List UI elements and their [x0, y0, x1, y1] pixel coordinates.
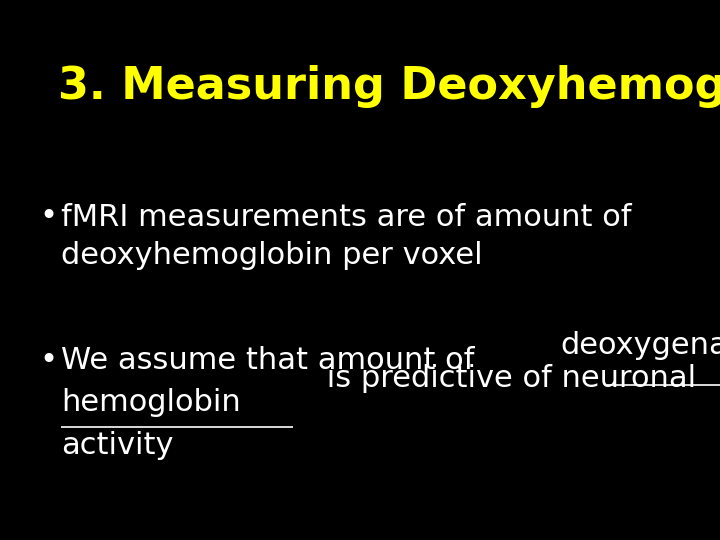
Text: We assume that amount of: We assume that amount of: [61, 346, 485, 375]
Text: •: •: [40, 346, 58, 375]
Text: •: •: [40, 202, 58, 232]
Text: fMRI measurements are of amount of
deoxyhemoglobin per voxel: fMRI measurements are of amount of deoxy…: [61, 202, 631, 269]
Text: hemoglobin: hemoglobin: [61, 388, 241, 417]
Text: deoxygenated: deoxygenated: [561, 331, 720, 360]
Text: activity: activity: [61, 431, 174, 460]
Text: 3. Measuring Deoxyhemoglobin: 3. Measuring Deoxyhemoglobin: [58, 65, 720, 108]
Text: is predictive of neuronal: is predictive of neuronal: [318, 364, 696, 393]
